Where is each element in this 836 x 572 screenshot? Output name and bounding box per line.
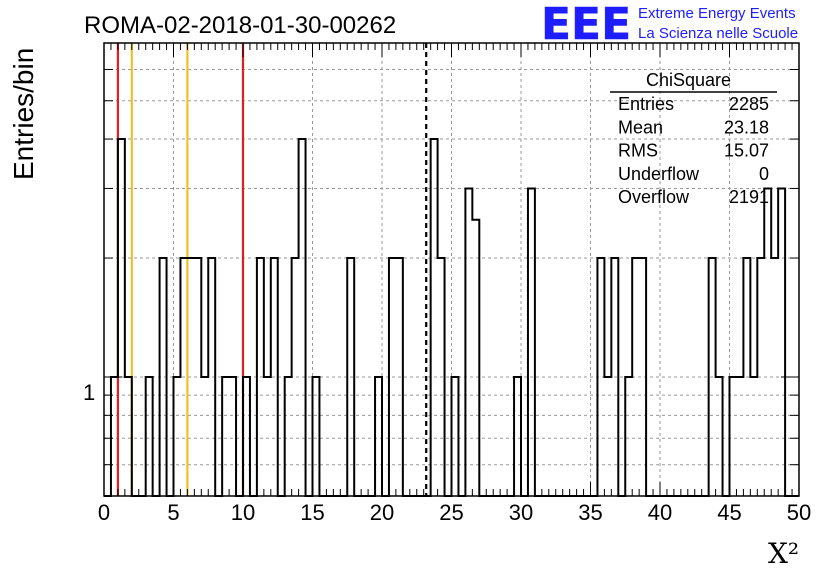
x-tick-label: 0 (98, 500, 110, 525)
stats-row-value: 0 (759, 164, 769, 184)
x-axis-label: X² (768, 537, 799, 570)
chart-title: ROMA-02-2018-01-30-00262 (84, 12, 396, 39)
logo-letters: EEE (541, 0, 631, 50)
logo-line-2: La Scienza nelle Scuole (638, 25, 798, 42)
stats-box: ChiSquare Entries 2285 Mean 23.18 RMS 15.07 Un… (610, 70, 777, 207)
x-tick-labels: 0 5 10 15 20 25 30 35 40 45 50 (98, 500, 811, 525)
stats-row-label: Underflow (618, 164, 700, 184)
y-tick-label: 1 (83, 380, 95, 405)
x-tick-label: 35 (578, 500, 602, 525)
histogram-bin (778, 188, 785, 496)
histogram-bin (764, 188, 771, 496)
stats-row-value: 2285 (729, 94, 769, 114)
stats-title: ChiSquare (646, 70, 731, 90)
x-tick-label: 50 (787, 500, 811, 525)
histogram-bin (431, 139, 438, 496)
x-tick-label: 20 (370, 500, 394, 525)
stats-row-label: Overflow (618, 187, 690, 207)
histogram-bin (465, 188, 472, 496)
stats-row-label: RMS (618, 141, 658, 161)
x-tick-label: 5 (167, 500, 179, 525)
stats-row-label: Mean (618, 117, 663, 137)
x-tick-label: 25 (439, 500, 463, 525)
x-tick-label: 15 (300, 500, 324, 525)
histogram-bin (299, 139, 306, 496)
stats-row-value: 23.18 (724, 117, 769, 137)
grid (104, 43, 799, 496)
y-axis-label: Entries/bin (8, 48, 39, 180)
stats-row-value: 2191 (729, 187, 769, 207)
stats-row-value: 15.07 (724, 141, 769, 161)
histogram-bin (528, 188, 535, 496)
histogram-bin (472, 220, 479, 496)
axis-ticks (103, 43, 800, 496)
reference-lines (116, 43, 428, 496)
x-tick-label: 40 (648, 500, 672, 525)
x-tick-label: 30 (509, 500, 533, 525)
x-tick-label: 45 (717, 500, 741, 525)
histogram-outline (104, 138, 799, 497)
eee-logo: EEE Extreme Energy Events La Scienza nel… (541, 0, 798, 50)
logo-line-1: Extreme Energy Events (638, 5, 796, 22)
stats-row-label: Entries (618, 94, 674, 114)
x-tick-label: 10 (231, 500, 255, 525)
